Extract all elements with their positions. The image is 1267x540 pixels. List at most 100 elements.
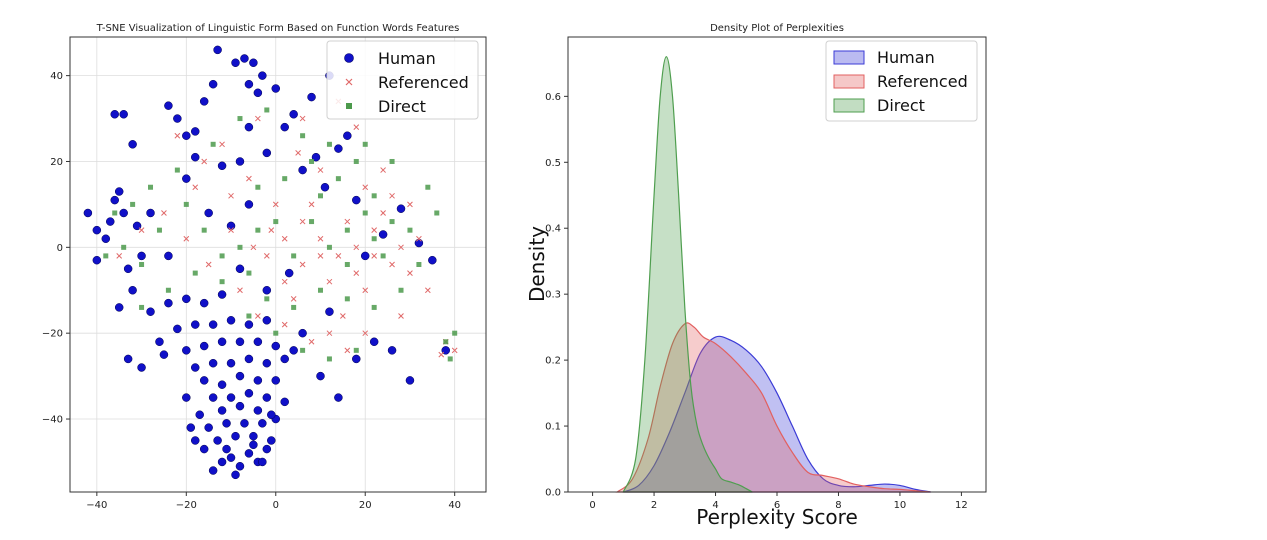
tsne-point-human bbox=[235, 461, 245, 471]
tsne-plot-frame bbox=[69, 36, 487, 493]
tsne-point-direct bbox=[344, 296, 350, 302]
tsne-point-human bbox=[92, 225, 102, 235]
tsne-point-referenced bbox=[398, 244, 404, 251]
tsne-point-human bbox=[217, 337, 227, 347]
tsne-point-direct bbox=[425, 184, 431, 190]
tsne-point-human bbox=[226, 221, 236, 231]
tsne-point-human bbox=[262, 286, 272, 295]
density-ytick-label: 0.3 bbox=[545, 290, 561, 301]
tsne-point-direct bbox=[201, 227, 207, 233]
tsne-point-human bbox=[240, 419, 249, 428]
tsne-point-referenced bbox=[407, 201, 413, 208]
tsne-point-human bbox=[213, 436, 222, 445]
tsne-point-direct bbox=[380, 253, 386, 259]
tsne-point-referenced bbox=[317, 253, 324, 259]
tsne-ytick-label: 40 bbox=[50, 71, 63, 82]
tsne-point-human bbox=[137, 363, 146, 372]
tsne-point-direct bbox=[255, 184, 261, 190]
tsne-point-direct bbox=[246, 313, 252, 319]
tsne-point-direct bbox=[407, 227, 413, 233]
tsne-point-human bbox=[217, 290, 227, 299]
tsne-point-human bbox=[253, 376, 263, 385]
tsne-point-direct bbox=[362, 141, 368, 147]
tsne-point-direct bbox=[219, 279, 225, 285]
tsne-point-referenced bbox=[281, 235, 288, 242]
tsne-point-direct bbox=[165, 287, 171, 293]
tsne-point-human bbox=[235, 371, 245, 381]
tsne-point-human bbox=[159, 350, 169, 359]
tsne-point-referenced bbox=[335, 253, 342, 259]
tsne-point-human bbox=[182, 346, 191, 355]
tsne-point-human bbox=[146, 208, 155, 218]
tsne-point-human bbox=[190, 320, 200, 329]
tsne-point-direct bbox=[317, 193, 323, 199]
tsne-point-direct bbox=[148, 184, 154, 190]
tsne-point-direct bbox=[353, 347, 359, 353]
tsne-point-human bbox=[199, 444, 209, 454]
tsne-point-direct bbox=[291, 253, 297, 259]
tsne-point-human bbox=[307, 92, 316, 102]
tsne-point-referenced bbox=[317, 167, 324, 173]
tsne-point-direct bbox=[344, 227, 350, 233]
tsne-ytick-label: −40 bbox=[42, 415, 63, 426]
tsne-point-human bbox=[244, 79, 254, 89]
tsne-point-human bbox=[217, 406, 227, 415]
tsne-point-human bbox=[204, 423, 213, 432]
density-legend-human-label: Human bbox=[877, 48, 935, 67]
tsne-point-referenced bbox=[138, 227, 145, 234]
density-ytick-label: 0.0 bbox=[545, 488, 561, 499]
tsne-point-human bbox=[164, 251, 173, 261]
tsne-point-human bbox=[190, 127, 200, 136]
tsne-point-human bbox=[284, 268, 294, 278]
tsne-point-referenced bbox=[317, 235, 324, 242]
tsne-point-direct bbox=[139, 262, 145, 267]
tsne-point-human bbox=[222, 444, 231, 454]
tsne-point-referenced bbox=[299, 261, 306, 268]
tsne-point-referenced bbox=[326, 330, 333, 337]
tsne-point-referenced bbox=[299, 115, 306, 122]
tsne-point-human bbox=[280, 122, 289, 132]
tsne-point-referenced bbox=[371, 253, 378, 259]
tsne-point-referenced bbox=[424, 287, 431, 294]
tsne-point-human bbox=[316, 371, 325, 381]
tsne-point-direct bbox=[237, 244, 243, 250]
tsne-point-referenced bbox=[116, 253, 123, 259]
tsne-point-direct bbox=[174, 167, 180, 173]
tsne-xtick-label: −20 bbox=[176, 500, 197, 511]
tsne-point-referenced bbox=[219, 141, 225, 148]
tsne-point-human bbox=[208, 466, 218, 475]
tsne-point-referenced bbox=[272, 201, 279, 208]
tsne-point-human bbox=[217, 380, 227, 389]
tsne-point-direct bbox=[317, 287, 323, 293]
tsne-point-human bbox=[226, 358, 236, 368]
tsne-point-human bbox=[146, 307, 155, 316]
tsne-point-human bbox=[114, 303, 124, 312]
tsne-point-human bbox=[235, 157, 245, 166]
tsne-point-human bbox=[199, 97, 209, 106]
tsne-point-human bbox=[249, 440, 258, 450]
tsne-point-direct bbox=[139, 304, 145, 310]
tsne-point-direct bbox=[398, 287, 404, 293]
tsne-point-referenced bbox=[250, 244, 257, 251]
tsne-point-referenced bbox=[353, 244, 360, 251]
tsne-point-direct bbox=[103, 253, 109, 259]
tsne-point-human bbox=[128, 286, 137, 295]
tsne-point-human bbox=[271, 341, 281, 351]
tsne-point-human bbox=[199, 298, 209, 308]
tsne-point-referenced bbox=[362, 287, 369, 294]
density-legend-direct-swatch bbox=[833, 98, 865, 113]
tsne-point-human bbox=[226, 453, 236, 462]
tsne-point-referenced bbox=[416, 235, 422, 242]
density-xtick-label: 4 bbox=[712, 500, 718, 511]
density-xtick-label: 0 bbox=[589, 500, 595, 511]
tsne-points bbox=[83, 45, 458, 480]
tsne-point-human bbox=[195, 410, 204, 419]
tsne-point-human bbox=[369, 337, 379, 347]
tsne-point-human bbox=[235, 337, 245, 347]
density-ticks: 0 2 4 6 8 10 12 0.0 0.1 0.2 0.3 0.4 0.5 0.6 bbox=[545, 92, 968, 511]
tsne-point-human bbox=[114, 187, 124, 196]
tsne-ticks: −40 −20 0 20 40 −40 −20 0 20 40 bbox=[42, 71, 461, 511]
tsne-point-direct bbox=[309, 158, 315, 164]
tsne-point-direct bbox=[192, 270, 198, 276]
tsne-point-referenced bbox=[299, 218, 306, 225]
